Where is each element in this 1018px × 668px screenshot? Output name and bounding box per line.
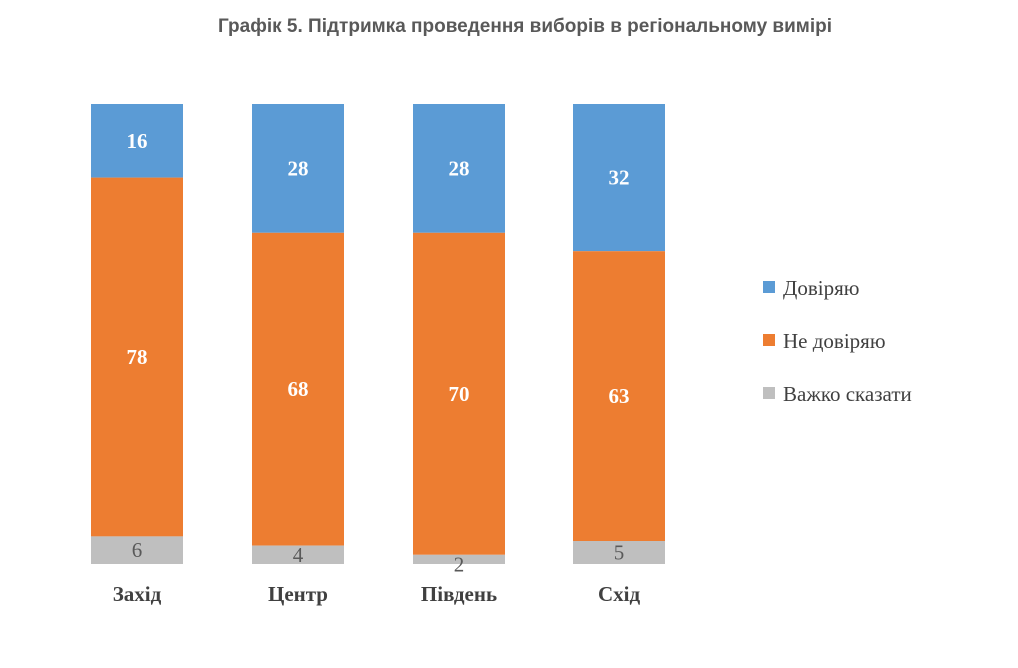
legend-label-2: Не довіряю (783, 329, 886, 353)
data-label-3-cat-2: 4 (293, 543, 304, 567)
data-label-2-cat-1: 78 (127, 345, 148, 369)
bars-group: 16 78 6 Захід 28 68 4 Центр 28 70 2 Південь 32 63 5 Схі… (91, 104, 665, 606)
bar-segment-2-cat-1 (91, 177, 183, 537)
data-label-2-cat-3: 70 (449, 382, 470, 406)
chart-title: Графік 5. Підтримка проведення виборів в… (218, 16, 832, 37)
legend-swatch-1 (763, 281, 775, 293)
category-label-1: Захід (113, 582, 162, 606)
bar-segment-1-cat-4 (573, 104, 665, 252)
bar-segment-1-cat-3 (413, 104, 505, 233)
data-label-3-cat-3: 2 (454, 552, 465, 576)
data-label-3-cat-1: 6 (132, 538, 143, 562)
bar-segment-1-cat-1 (91, 104, 183, 178)
category-label-3: Південь (421, 582, 497, 606)
data-label-1-cat-3: 28 (449, 156, 470, 180)
bar-segment-2-cat-4 (573, 251, 665, 541)
bar-segment-2-cat-3 (413, 232, 505, 555)
bar-segment-1-cat-2 (252, 104, 344, 233)
data-label-3-cat-4: 5 (614, 541, 625, 565)
bar-segment-3-cat-1 (91, 536, 183, 564)
bar-segment-3-cat-3 (413, 554, 505, 564)
legend: Довіряю Не довіряю Важко сказати (763, 276, 912, 406)
legend-swatch-2 (763, 334, 775, 346)
data-label-2-cat-2: 68 (288, 377, 309, 401)
data-label-2-cat-4: 63 (609, 384, 630, 408)
category-label-2: Центр (268, 582, 328, 606)
bar-segment-3-cat-4 (573, 541, 665, 564)
bar-segment-3-cat-2 (252, 545, 344, 564)
legend-label-3: Важко сказати (783, 382, 912, 406)
category-label-4: Схід (598, 582, 641, 606)
data-label-1-cat-2: 28 (288, 156, 309, 180)
data-label-1-cat-1: 16 (127, 129, 148, 153)
data-label-1-cat-4: 32 (609, 166, 630, 190)
legend-label-1: Довіряю (783, 276, 859, 300)
legend-swatch-3 (763, 387, 775, 399)
bar-segment-2-cat-2 (252, 232, 344, 546)
